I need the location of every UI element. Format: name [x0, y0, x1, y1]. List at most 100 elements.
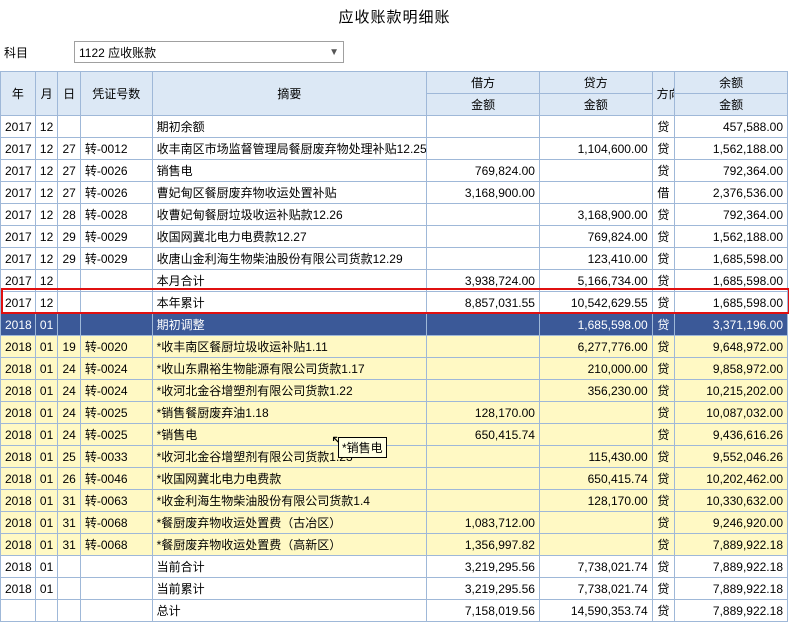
table-row[interactable]: 20180119转-0020*收丰南区餐厨垃圾收运补贴1.116,277,776… — [1, 336, 788, 358]
cell: 2017 — [1, 226, 36, 248]
cell: 2018 — [1, 556, 36, 578]
table-row[interactable]: 201801当前合计3,219,295.567,738,021.74贷7,889… — [1, 556, 788, 578]
cell: 27 — [58, 182, 81, 204]
cell: 7,738,021.74 — [539, 556, 652, 578]
cell: 转-0068 — [80, 512, 152, 534]
cell: 2018 — [1, 424, 36, 446]
table-row[interactable]: 20180125转-0033*收河北金谷增塑剂有限公司货款1.23115,430… — [1, 446, 788, 468]
cell: 转-0012 — [80, 138, 152, 160]
col-debit-amount[interactable]: 金额 — [427, 94, 540, 116]
table-row[interactable]: 201801当前累计3,219,295.567,738,021.74贷7,889… — [1, 578, 788, 600]
cell: 借 — [652, 182, 675, 204]
col-year[interactable]: 年 — [1, 72, 36, 116]
cell — [427, 116, 540, 138]
table-row[interactable]: 201712期初余额贷457,588.00 — [1, 116, 788, 138]
cell: 3,168,900.00 — [427, 182, 540, 204]
col-direction[interactable]: 方向 — [652, 72, 675, 116]
cell: 贷 — [652, 138, 675, 160]
cell: 769,824.00 — [539, 226, 652, 248]
cell: 12 — [35, 204, 58, 226]
chevron-down-icon: ▼ — [329, 47, 339, 58]
col-month[interactable]: 月 — [35, 72, 58, 116]
table-row[interactable]: 20171229转-0029收唐山金利海生物柴油股份有限公司货款12.29123… — [1, 248, 788, 270]
cell — [58, 578, 81, 600]
table-row[interactable]: 201712本年累计8,857,031.5510,542,629.55贷1,68… — [1, 292, 788, 314]
cell: 2,376,536.00 — [675, 182, 788, 204]
cell: 12 — [35, 160, 58, 182]
table-row[interactable]: 201801期初调整1,685,598.00贷3,371,196.00 — [1, 314, 788, 336]
cell: 24 — [58, 380, 81, 402]
col-credit-amount[interactable]: 金额 — [539, 94, 652, 116]
cell: 01 — [35, 490, 58, 512]
cell: 贷 — [652, 160, 675, 182]
col-credit[interactable]: 贷方 — [539, 72, 652, 94]
cell: 01 — [35, 578, 58, 600]
table-row[interactable]: 20180124转-0024*收山东鼎裕生物能源有限公司货款1.17210,00… — [1, 358, 788, 380]
subject-value: 1122 应收账款 — [79, 44, 156, 61]
cell: 3,371,196.00 — [675, 314, 788, 336]
table-row[interactable]: 20180131转-0063*收金利海生物柴油股份有限公司货款1.4128,17… — [1, 490, 788, 512]
col-summary[interactable]: 摘要 — [152, 72, 427, 116]
cell: *餐厨废弃物收运处置费（古冶区） — [152, 512, 427, 534]
table-row[interactable]: 20171228转-0028收曹妃甸餐厨垃圾收运补贴款12.263,168,90… — [1, 204, 788, 226]
table-row[interactable]: 总计7,158,019.5614,590,353.74贷7,889,922.18 — [1, 600, 788, 622]
cell: 收丰南区市场监督管理局餐厨废弃物处理补贴12.25 — [152, 138, 427, 160]
cell: 转-0026 — [80, 182, 152, 204]
table-row[interactable]: 20180126转-0046*收国网冀北电力电费款650,415.74贷10,2… — [1, 468, 788, 490]
table-row[interactable]: 20180124转-0024*收河北金谷增塑剂有限公司货款1.22356,230… — [1, 380, 788, 402]
ledger-body: 201712期初余额贷457,588.0020171227转-0012收丰南区市… — [1, 116, 788, 622]
table-row[interactable]: 20180131转-0068*餐厨废弃物收运处置费（古冶区）1,083,712.… — [1, 512, 788, 534]
cell: 10,542,629.55 — [539, 292, 652, 314]
table-row[interactable]: 20171227转-0026销售电769,824.00贷792,364.00 — [1, 160, 788, 182]
cell: 贷 — [652, 226, 675, 248]
cell: 2018 — [1, 314, 36, 336]
subject-combobox[interactable]: 1122 应收账款 ▼ — [74, 41, 344, 63]
cell: 7,889,922.18 — [675, 534, 788, 556]
cell: 01 — [35, 336, 58, 358]
cell: 转-0068 — [80, 534, 152, 556]
col-debit[interactable]: 借方 — [427, 72, 540, 94]
table-row[interactable]: 20171227转-0012收丰南区市场监督管理局餐厨废弃物处理补贴12.251… — [1, 138, 788, 160]
table-row[interactable]: 20180131转-0068*餐厨废弃物收运处置费（高新区）1,356,997.… — [1, 534, 788, 556]
cell: *餐厨废弃物收运处置费（高新区） — [152, 534, 427, 556]
cell — [80, 556, 152, 578]
cell — [427, 138, 540, 160]
cell — [427, 446, 540, 468]
table-row[interactable]: 20171227转-0026曹妃甸区餐厨废弃物收运处置补贴3,168,900.0… — [1, 182, 788, 204]
cell: 792,364.00 — [675, 160, 788, 182]
col-day[interactable]: 日 — [58, 72, 81, 116]
cell: 2018 — [1, 534, 36, 556]
cell: 转-0020 — [80, 336, 152, 358]
col-balance-amount[interactable]: 金额 — [675, 94, 788, 116]
cell: 3,219,295.56 — [427, 556, 540, 578]
cell: 2017 — [1, 292, 36, 314]
cell: 收曹妃甸餐厨垃圾收运补贴款12.26 — [152, 204, 427, 226]
cell: 31 — [58, 490, 81, 512]
cell — [80, 270, 152, 292]
cell: 8,857,031.55 — [427, 292, 540, 314]
cell — [539, 424, 652, 446]
cell: 10,330,632.00 — [675, 490, 788, 512]
cell: 转-0026 — [80, 160, 152, 182]
cell — [58, 116, 81, 138]
table-row[interactable]: 20180124转-0025*销售电650,415.74贷9,436,616.2… — [1, 424, 788, 446]
cell: 28 — [58, 204, 81, 226]
cell — [427, 490, 540, 512]
table-row[interactable]: 201712本月合计3,938,724.005,166,734.00贷1,685… — [1, 270, 788, 292]
cell: 457,588.00 — [675, 116, 788, 138]
cell: 9,858,972.00 — [675, 358, 788, 380]
cell: 2018 — [1, 402, 36, 424]
cell: 1,562,188.00 — [675, 138, 788, 160]
table-row[interactable]: 20180124转-0025*销售餐厨废弃油1.18128,170.00贷10,… — [1, 402, 788, 424]
tooltip: *销售电 — [338, 437, 387, 458]
cell: 1,104,600.00 — [539, 138, 652, 160]
cell: 10,087,032.00 — [675, 402, 788, 424]
cell: 3,168,900.00 — [539, 204, 652, 226]
cell: 12 — [35, 226, 58, 248]
col-balance[interactable]: 余额 — [675, 72, 788, 94]
col-voucher[interactable]: 凭证号数 — [80, 72, 152, 116]
cell: 01 — [35, 446, 58, 468]
table-row[interactable]: 20171229转-0029收国网冀北电力电费款12.27769,824.00贷… — [1, 226, 788, 248]
cell: 2018 — [1, 358, 36, 380]
cell: 01 — [35, 534, 58, 556]
